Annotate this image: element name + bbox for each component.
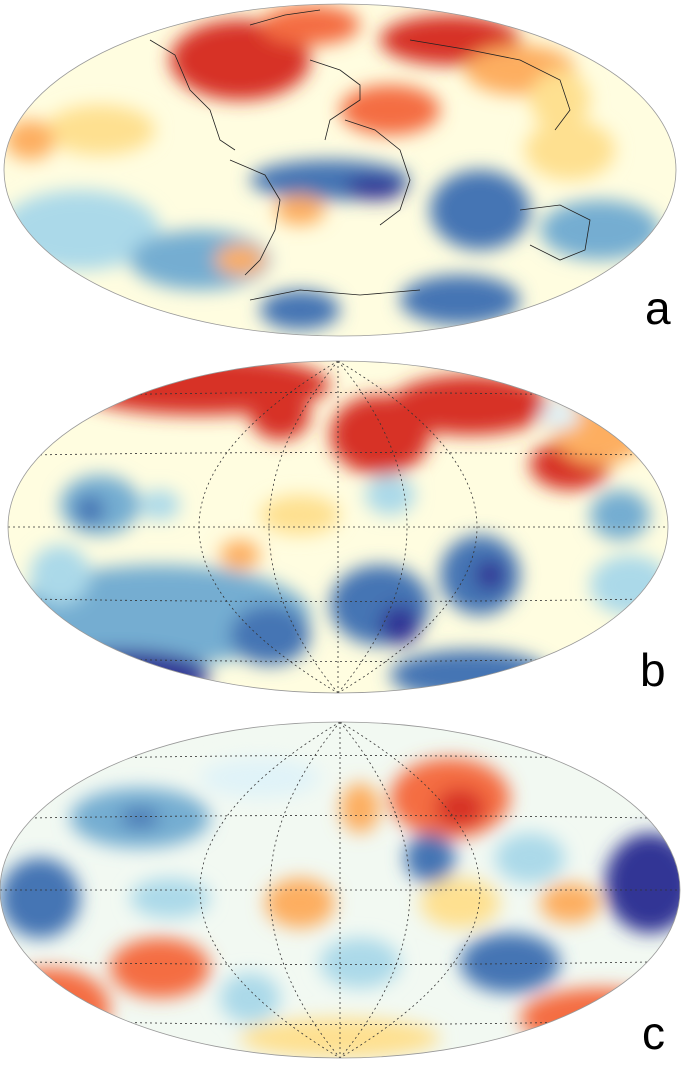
mollweide-map-a (3, 3, 677, 337)
panel-label-b: b (640, 644, 666, 696)
graticule-b (8, 361, 668, 693)
panel-label-c: c (642, 1007, 665, 1059)
graticule-c (0, 722, 680, 1058)
field-c (0, 722, 680, 1058)
panel-label-a: a (645, 282, 671, 334)
mollweide-map-c (0, 721, 681, 1059)
field-a (4, 4, 676, 336)
field-b (8, 361, 668, 693)
map-panel-a: a (0, 0, 685, 340)
map-panel-c: c (0, 718, 685, 1067)
map-panel-b: b (0, 355, 685, 700)
mollweide-map-b (7, 360, 669, 694)
coastlines (149, 9, 591, 301)
